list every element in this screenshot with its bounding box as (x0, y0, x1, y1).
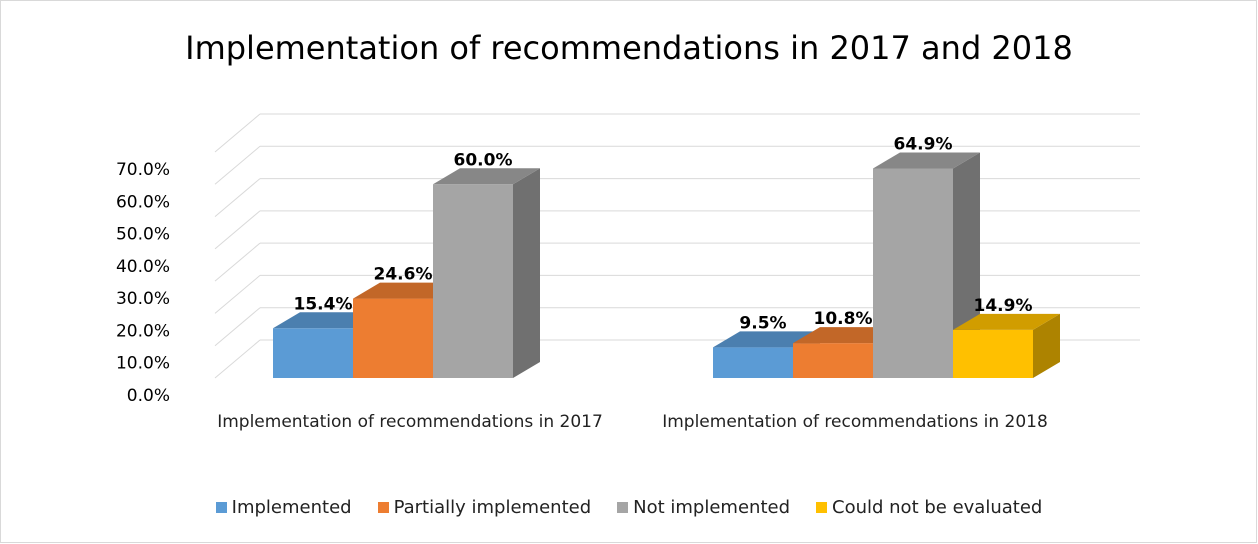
y-tick-label: 0.0% (127, 386, 170, 406)
grid-line-depth (214, 339, 261, 379)
grid-line-depth (214, 113, 261, 153)
legend-swatch (215, 502, 227, 513)
grid-line-depth (214, 210, 261, 250)
bar (713, 347, 793, 378)
bar (793, 343, 873, 378)
legend-label: Partially implemented (393, 497, 592, 518)
bar (433, 184, 513, 378)
legend-item: Could not be evaluated (816, 497, 1042, 518)
y-tick-label: 20.0% (116, 321, 170, 341)
bar-side (513, 168, 540, 378)
value-label: 60.0% (454, 150, 513, 170)
value-label: 10.8% (814, 309, 873, 329)
legend-label: Not implemented (633, 497, 791, 518)
grid-line-depth (214, 275, 261, 314)
grid-line-depth (214, 145, 261, 185)
value-label: 64.9% (894, 134, 953, 154)
grid-line-depth (214, 242, 261, 282)
legend-swatch (377, 502, 389, 513)
grid-line-depth (214, 178, 261, 217)
legend-label: Could not be evaluated (832, 497, 1043, 518)
bar (873, 168, 953, 378)
grid-line-depth (214, 307, 261, 347)
x-tick-label: Implementation of recommendations in 201… (662, 412, 1048, 432)
legend-swatch (617, 502, 629, 513)
legend-label: Implemented (231, 497, 352, 518)
legend-item: Implemented (215, 497, 352, 518)
bar-top (873, 152, 980, 169)
legend-swatch (816, 502, 828, 513)
value-label: 24.6% (374, 265, 433, 285)
bar-side (1033, 313, 1060, 378)
y-tick-label: 40.0% (116, 257, 170, 277)
y-tick-label: 60.0% (116, 192, 170, 212)
bar-top (433, 168, 540, 185)
bar (953, 329, 1033, 378)
value-label: 14.9% (974, 296, 1033, 316)
x-tick-label: Implementation of recommendations in 201… (217, 412, 603, 432)
value-label: 15.4% (294, 294, 353, 314)
y-tick-label: 50.0% (116, 225, 170, 245)
bar (273, 328, 353, 378)
y-tick-label: 30.0% (116, 289, 170, 309)
bar-top (953, 313, 1060, 330)
bar (353, 298, 433, 378)
legend-item: Not implemented (617, 497, 790, 518)
y-tick-label: 10.0% (116, 354, 170, 374)
value-label: 9.5% (739, 313, 786, 333)
chart-title: Implementation of recommendations in 201… (185, 29, 1073, 67)
legend: Implemented Partially implemented Not impl… (0, 497, 1258, 518)
y-tick-label: 70.0% (116, 160, 170, 180)
legend-item: Partially implemented (377, 497, 592, 518)
